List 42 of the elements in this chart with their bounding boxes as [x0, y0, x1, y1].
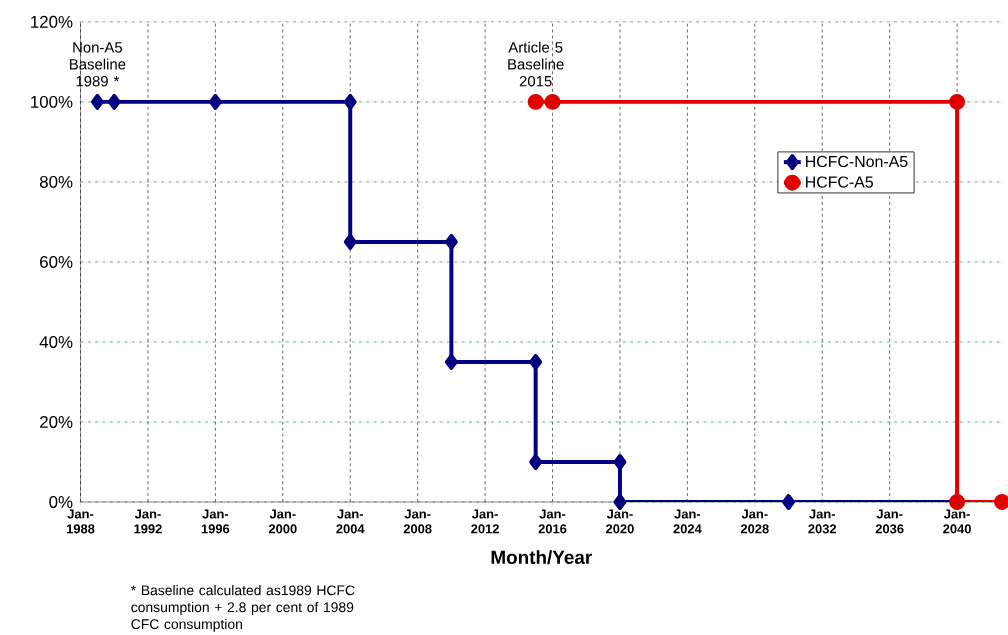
point [544, 93, 561, 110]
point [343, 93, 357, 110]
x-tick-label: Jan-2024 [673, 509, 702, 534]
y-tick-label: 20% [40, 415, 73, 428]
x-tick-label: Jan-2028 [740, 509, 769, 534]
y-tick-label: 40% [39, 335, 73, 348]
point [343, 233, 357, 250]
y-tick-label: 100% [31, 95, 73, 108]
y-tick-label: 120% [31, 15, 73, 28]
x-tick-label: Jan-1988 [66, 509, 95, 534]
legend-label: HCFC-Non-A5 [806, 155, 908, 168]
point [613, 493, 627, 510]
x-tick-label: Jan-1992 [134, 509, 162, 534]
point [527, 93, 544, 110]
x-tick-label: Jan-2020 [606, 509, 634, 534]
point [613, 453, 627, 470]
point [90, 93, 104, 110]
x-tick-label: Jan-2008 [403, 509, 432, 534]
x-tick-label: Jan-2004 [336, 509, 365, 534]
point [782, 493, 795, 510]
point [107, 93, 121, 110]
x-tick-label: Jan-2032 [808, 509, 837, 534]
annotation: Article 5 Baseline 2015 [508, 41, 564, 87]
x-tick-label: Jan-2040 [943, 509, 971, 534]
x-tick-label: Jan-1996 [201, 509, 230, 534]
text: * Baseline calculated as1989 HCFC consumption + 2.8 per cent of 1989 CFC consumption [130, 584, 355, 632]
legend-label: HCFC-A5 [806, 176, 873, 188]
x-tick-label: Jan-2016 [538, 509, 567, 534]
x-tick-label: Jan-2000 [268, 509, 297, 534]
point [208, 93, 222, 110]
y-tick-label: 60% [40, 255, 73, 268]
x-axis-title: Month/Year [491, 550, 592, 565]
point [529, 453, 543, 470]
point [444, 353, 458, 370]
y-tick-label: 0% [49, 495, 73, 508]
y-tick-label: 80% [39, 175, 73, 188]
x-tick-label: Jan-2036 [875, 509, 904, 534]
point [949, 93, 966, 110]
annotation: Non-A5 Baseline 1989 * [70, 42, 126, 87]
point [444, 233, 458, 250]
point [529, 353, 543, 370]
x-tick-label: Jan-2012 [471, 509, 499, 534]
